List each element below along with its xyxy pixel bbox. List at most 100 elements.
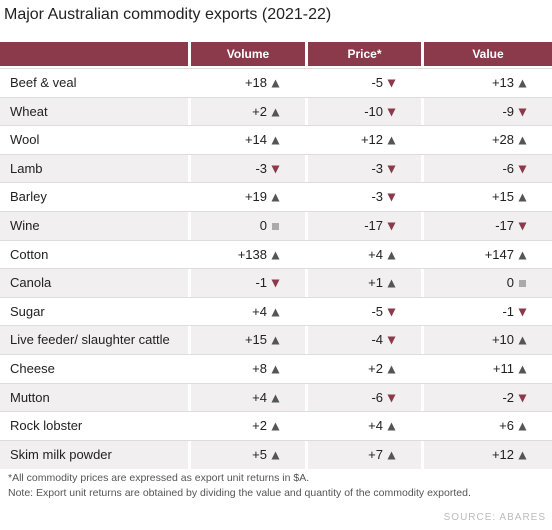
value-cell: +8 bbox=[252, 361, 267, 376]
trend-shape bbox=[272, 223, 279, 230]
value-cell: -2 bbox=[502, 389, 514, 405]
value-cell: +1 bbox=[368, 275, 383, 291]
trend-shape bbox=[518, 136, 527, 145]
source: SOURCE: ABARES bbox=[443, 512, 546, 523]
trend-icon bbox=[271, 136, 280, 145]
table-row: Wine 0 -17 -17 bbox=[0, 211, 552, 240]
value-cell: -4 bbox=[371, 332, 383, 348]
column-header: Price* bbox=[308, 42, 421, 66]
column-header: Value bbox=[424, 42, 552, 66]
trend-icon bbox=[518, 165, 527, 174]
value-cell: -1 bbox=[255, 275, 267, 291]
row-label: Beef & veal bbox=[10, 75, 77, 90]
column-divider bbox=[421, 154, 424, 183]
value-cell: +4 bbox=[252, 389, 267, 405]
value-cell: +18 bbox=[244, 75, 267, 90]
trend-icon bbox=[271, 336, 280, 345]
trend-shape bbox=[387, 394, 396, 403]
column-divider bbox=[421, 97, 424, 126]
trend-shape bbox=[387, 451, 396, 460]
column-divider bbox=[188, 154, 191, 183]
value-cell: +2 bbox=[368, 361, 383, 376]
trend-icon bbox=[518, 79, 527, 88]
trend-shape bbox=[387, 365, 396, 374]
column-divider bbox=[421, 69, 424, 97]
row-label: Skim milk powder bbox=[10, 446, 112, 462]
column-divider bbox=[188, 412, 191, 441]
row-label: Live feeder/ slaughter cattle bbox=[10, 332, 170, 348]
trend-icon bbox=[387, 394, 396, 403]
column-divider bbox=[188, 355, 191, 383]
trend-icon bbox=[387, 193, 396, 202]
value-cell: -6 bbox=[371, 389, 383, 405]
trend-shape bbox=[518, 222, 527, 231]
value-cell: +4 bbox=[368, 418, 383, 434]
column-divider bbox=[421, 355, 424, 383]
trend-shape bbox=[387, 136, 396, 145]
value-cell: -3 bbox=[371, 160, 383, 176]
column-divider bbox=[305, 269, 308, 298]
trend-shape bbox=[271, 451, 280, 460]
trend-shape bbox=[518, 108, 527, 117]
trend-icon bbox=[518, 193, 527, 202]
trend-shape bbox=[271, 251, 280, 260]
table-row: Mutton +4 -6 -2 bbox=[0, 382, 552, 412]
value-cell: +13 bbox=[491, 75, 514, 90]
value-cell: -10 bbox=[364, 103, 383, 119]
table-row: Wheat +2 -10 -9 bbox=[0, 96, 552, 126]
table-row: Barley +19 -3 +15 bbox=[0, 182, 552, 212]
trend-icon bbox=[518, 222, 527, 231]
trend-shape bbox=[271, 79, 280, 88]
trend-shape bbox=[519, 280, 526, 288]
trend-shape bbox=[271, 308, 280, 317]
trend-icon bbox=[518, 422, 527, 431]
column-divider bbox=[305, 183, 308, 212]
column-divider bbox=[421, 212, 424, 240]
trend-shape bbox=[271, 108, 280, 117]
trend-shape bbox=[387, 108, 396, 117]
column-divider bbox=[305, 126, 308, 155]
trend-icon bbox=[387, 422, 396, 431]
trend-shape bbox=[518, 336, 527, 345]
trend-icon bbox=[387, 336, 396, 345]
trend-icon bbox=[387, 365, 396, 374]
column-divider bbox=[188, 69, 191, 97]
trend-icon bbox=[271, 365, 280, 374]
trend-icon bbox=[387, 279, 396, 288]
column-divider bbox=[305, 297, 308, 326]
value-cell: +15 bbox=[244, 332, 267, 348]
trend-shape bbox=[387, 165, 396, 174]
trend-shape bbox=[271, 193, 280, 202]
column-header: Volume bbox=[191, 42, 305, 66]
column-divider bbox=[305, 440, 308, 469]
column-divider bbox=[188, 240, 191, 269]
column-divider bbox=[188, 212, 191, 240]
footnote: *All commodity prices are expressed as e… bbox=[8, 472, 310, 484]
header-blank bbox=[0, 42, 188, 66]
trend-icon bbox=[519, 280, 526, 288]
column-divider bbox=[421, 240, 424, 269]
value-cell: +28 bbox=[491, 132, 514, 148]
value-cell: +14 bbox=[244, 132, 267, 148]
trend-shape bbox=[271, 279, 280, 288]
row-label: Sugar bbox=[10, 303, 45, 319]
trend-icon bbox=[387, 451, 396, 460]
trend-icon bbox=[271, 79, 280, 88]
value-cell: +12 bbox=[360, 132, 383, 148]
column-divider bbox=[188, 269, 191, 298]
trend-icon bbox=[518, 336, 527, 345]
trend-icon bbox=[518, 394, 527, 403]
trend-shape bbox=[387, 279, 396, 288]
footnote: Note: Export unit returns are obtained b… bbox=[8, 487, 471, 499]
trend-shape bbox=[271, 394, 280, 403]
column-divider bbox=[305, 412, 308, 441]
trend-shape bbox=[518, 308, 527, 317]
value-cell: -5 bbox=[371, 303, 383, 319]
trend-shape bbox=[271, 165, 280, 174]
column-divider bbox=[421, 412, 424, 441]
trend-icon bbox=[387, 79, 396, 88]
trend-shape bbox=[387, 222, 396, 231]
row-label: Rock lobster bbox=[10, 418, 83, 434]
trend-shape bbox=[387, 79, 396, 88]
